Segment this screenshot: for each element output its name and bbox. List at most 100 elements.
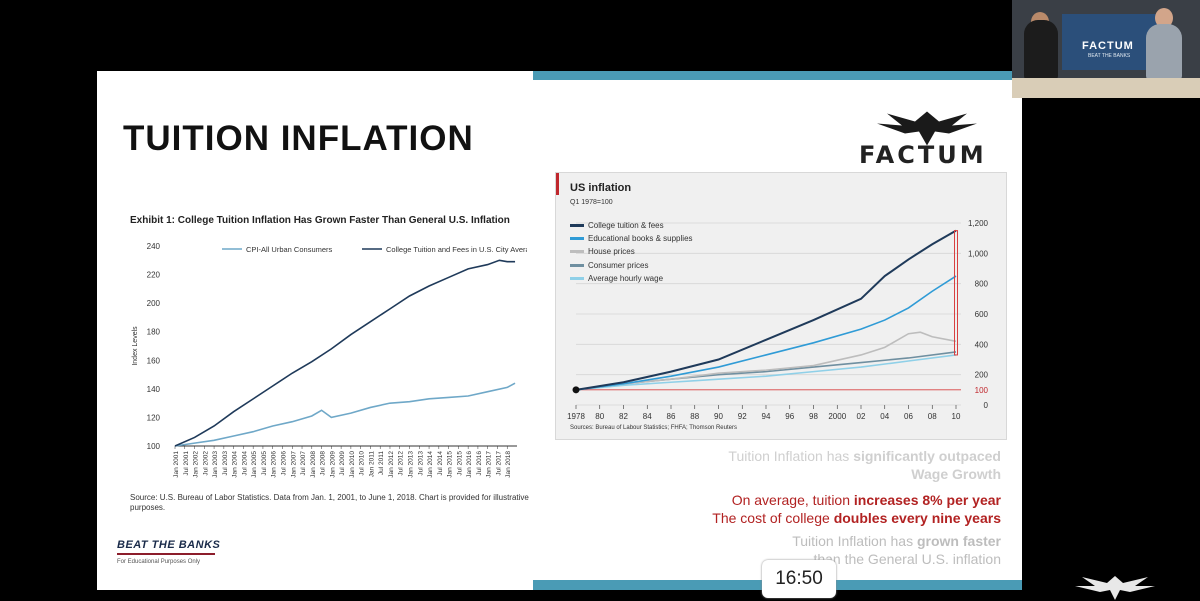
- presenter-left: [1024, 20, 1058, 80]
- tuition-vs-cpi-chart: 100 120 140 160 180 200 220 240 Index Levels Jan …: [132, 242, 527, 478]
- us-inflation-title: US inflation: [570, 182, 632, 194]
- x-tick-label: Jan 2008: [310, 451, 317, 478]
- x-tick-label: Jan 2001: [173, 451, 180, 478]
- x-tick-label: 10: [952, 412, 961, 421]
- x-tick-label: Jul 2007: [300, 451, 307, 476]
- y-tick-label: 800: [975, 280, 989, 289]
- x-tick-label: Jan 2013: [408, 451, 415, 478]
- x-tick-label: Jan 2010: [349, 451, 356, 478]
- x-tick-label: Jan 2011: [368, 451, 375, 478]
- x-tick-label: Jul 2011: [378, 451, 385, 475]
- y-tick-label: 180: [147, 328, 161, 337]
- legend-label: CPI-All Urban Consumers: [246, 245, 333, 254]
- series-line: [174, 382, 516, 447]
- x-tick-label: Jan 2016: [466, 451, 473, 478]
- factum-wing-icon: [877, 111, 977, 146]
- x-tick-label: 90: [714, 412, 723, 421]
- y-tick-label: 140: [147, 385, 161, 394]
- x-tick-label: Jan 2004: [232, 451, 239, 478]
- slide-title: TUITION INFLATION: [123, 119, 474, 158]
- x-tick-label: Jan 2012: [388, 451, 395, 478]
- exhibit-title: Exhibit 1: College Tuition Inflation Has…: [130, 215, 510, 226]
- y-tick-label: 1,200: [968, 219, 989, 228]
- x-tick-label: 94: [762, 412, 771, 421]
- x-tick-label: 86: [667, 412, 676, 421]
- x-tick-label: Jul 2003: [222, 451, 229, 476]
- x-tick-label: Jul 2006: [280, 451, 287, 476]
- x-tick-label: 92: [738, 412, 747, 421]
- y-tick-label: 220: [147, 271, 161, 280]
- us-inflation-source: Sources: Bureau of Labour Statistics; FH…: [570, 425, 737, 431]
- legend-item: Consumer prices: [570, 261, 648, 271]
- y-tick-label: 120: [147, 413, 161, 422]
- series-line: [575, 331, 957, 391]
- webcam-feed: FACTUM BEAT THE BANKS: [1012, 0, 1200, 98]
- x-tick-label: 82: [619, 412, 628, 421]
- origin-dot: [572, 386, 580, 394]
- x-tick-label: 1978: [567, 412, 585, 421]
- logo-footer-text: For Educational Purposes Only: [117, 559, 201, 565]
- x-tick-label: Jul 2015: [456, 451, 463, 476]
- x-tick-label: Jan 2007: [290, 451, 297, 478]
- y-tick-label: 200: [975, 371, 989, 380]
- x-tick-label: 80: [595, 412, 604, 421]
- webcam-logo-sub: BEAT THE BANKS: [1088, 53, 1131, 59]
- exhibit-source: Source: U.S. Bureau of Labor Statistics.…: [130, 493, 529, 512]
- desk: [1012, 78, 1200, 98]
- x-tick-label: 96: [785, 412, 794, 421]
- x-tick-label: Jul 2002: [202, 451, 209, 476]
- y-tick-label: 400: [975, 340, 989, 349]
- gap-bracket: [954, 230, 958, 356]
- series-line: [575, 229, 957, 391]
- x-tick-label: 06: [904, 412, 913, 421]
- y-tick-label: 100: [147, 442, 161, 451]
- y-tick-label: 160: [147, 356, 161, 365]
- us-inflation-panel: US inflation Q1 1978=100 0 100 200 400 600 80…: [555, 172, 1007, 440]
- x-tick-label: 84: [643, 412, 652, 421]
- x-tick-label: Jul 2008: [320, 451, 327, 476]
- y-tick-label: 200: [147, 299, 161, 308]
- x-tick-label: 08: [928, 412, 937, 421]
- x-tick-label: Jul 2013: [417, 451, 424, 476]
- x-tick-label: Jul 2016: [476, 451, 483, 476]
- presenter-right: [1146, 24, 1182, 80]
- x-tick-label: Jul 2012: [398, 451, 405, 476]
- series-line: [575, 354, 957, 391]
- legend-item: Educational books & supplies: [570, 234, 693, 244]
- legend-item: College tuition & fees: [570, 221, 664, 231]
- x-tick-label: Jan 2003: [212, 451, 219, 478]
- x-tick-label: Jan 2002: [193, 451, 200, 478]
- x-tick-label: 98: [809, 412, 818, 421]
- us-inflation-chart: 0 100 200 400 600 800 1,000 1,200 1978 80 82 84 86 88…: [567, 219, 989, 421]
- legend-item: Average hourly wage: [570, 274, 663, 284]
- x-tick-label: Jan 2014: [427, 451, 434, 478]
- logo-underline: [117, 553, 215, 555]
- x-tick-label: Jan 2015: [447, 451, 454, 478]
- y-axis-label: Index Levels: [132, 326, 139, 366]
- x-tick-label: 2000: [828, 412, 846, 421]
- beat-the-banks-logo: BEAT THE BANKS: [117, 539, 221, 551]
- y-tick-label: 240: [147, 242, 161, 251]
- caption-general-inflation: Tuition Inflation has grown faster than …: [792, 533, 1001, 567]
- x-tick-label: Jul 2017: [495, 451, 502, 476]
- x-tick-label: 88: [690, 412, 699, 421]
- x-tick-label: Jul 2005: [261, 451, 268, 476]
- webcam-logo: FACTUM: [1082, 40, 1134, 52]
- x-tick-label: Jan 2017: [486, 451, 493, 478]
- x-tick-label: 04: [880, 412, 889, 421]
- presenter-right-head: [1155, 8, 1173, 28]
- slide: TUITION INFLATION Exhibit 1: College Tui…: [97, 71, 1022, 590]
- legend-label: College Tuition and Fees in U.S. City Av…: [386, 245, 527, 254]
- x-tick-label: Jul 2014: [437, 451, 444, 476]
- series-line: [575, 275, 957, 391]
- x-tick-label: Jan 2005: [251, 451, 258, 478]
- x-tick-label: Jul 2001: [183, 451, 190, 476]
- webcam-background-screen: [1062, 14, 1162, 70]
- x-tick-label: Jan 2006: [271, 451, 278, 478]
- caption-wage-growth: Tuition Inflation has significantly outp…: [728, 448, 1001, 482]
- x-tick-label: Jan 2009: [329, 451, 336, 478]
- series-line: [174, 259, 516, 447]
- x-tick-label: Jul 2004: [241, 451, 248, 476]
- x-tick-label: Jan 2018: [505, 451, 512, 478]
- y-tick-label: 100: [975, 386, 989, 395]
